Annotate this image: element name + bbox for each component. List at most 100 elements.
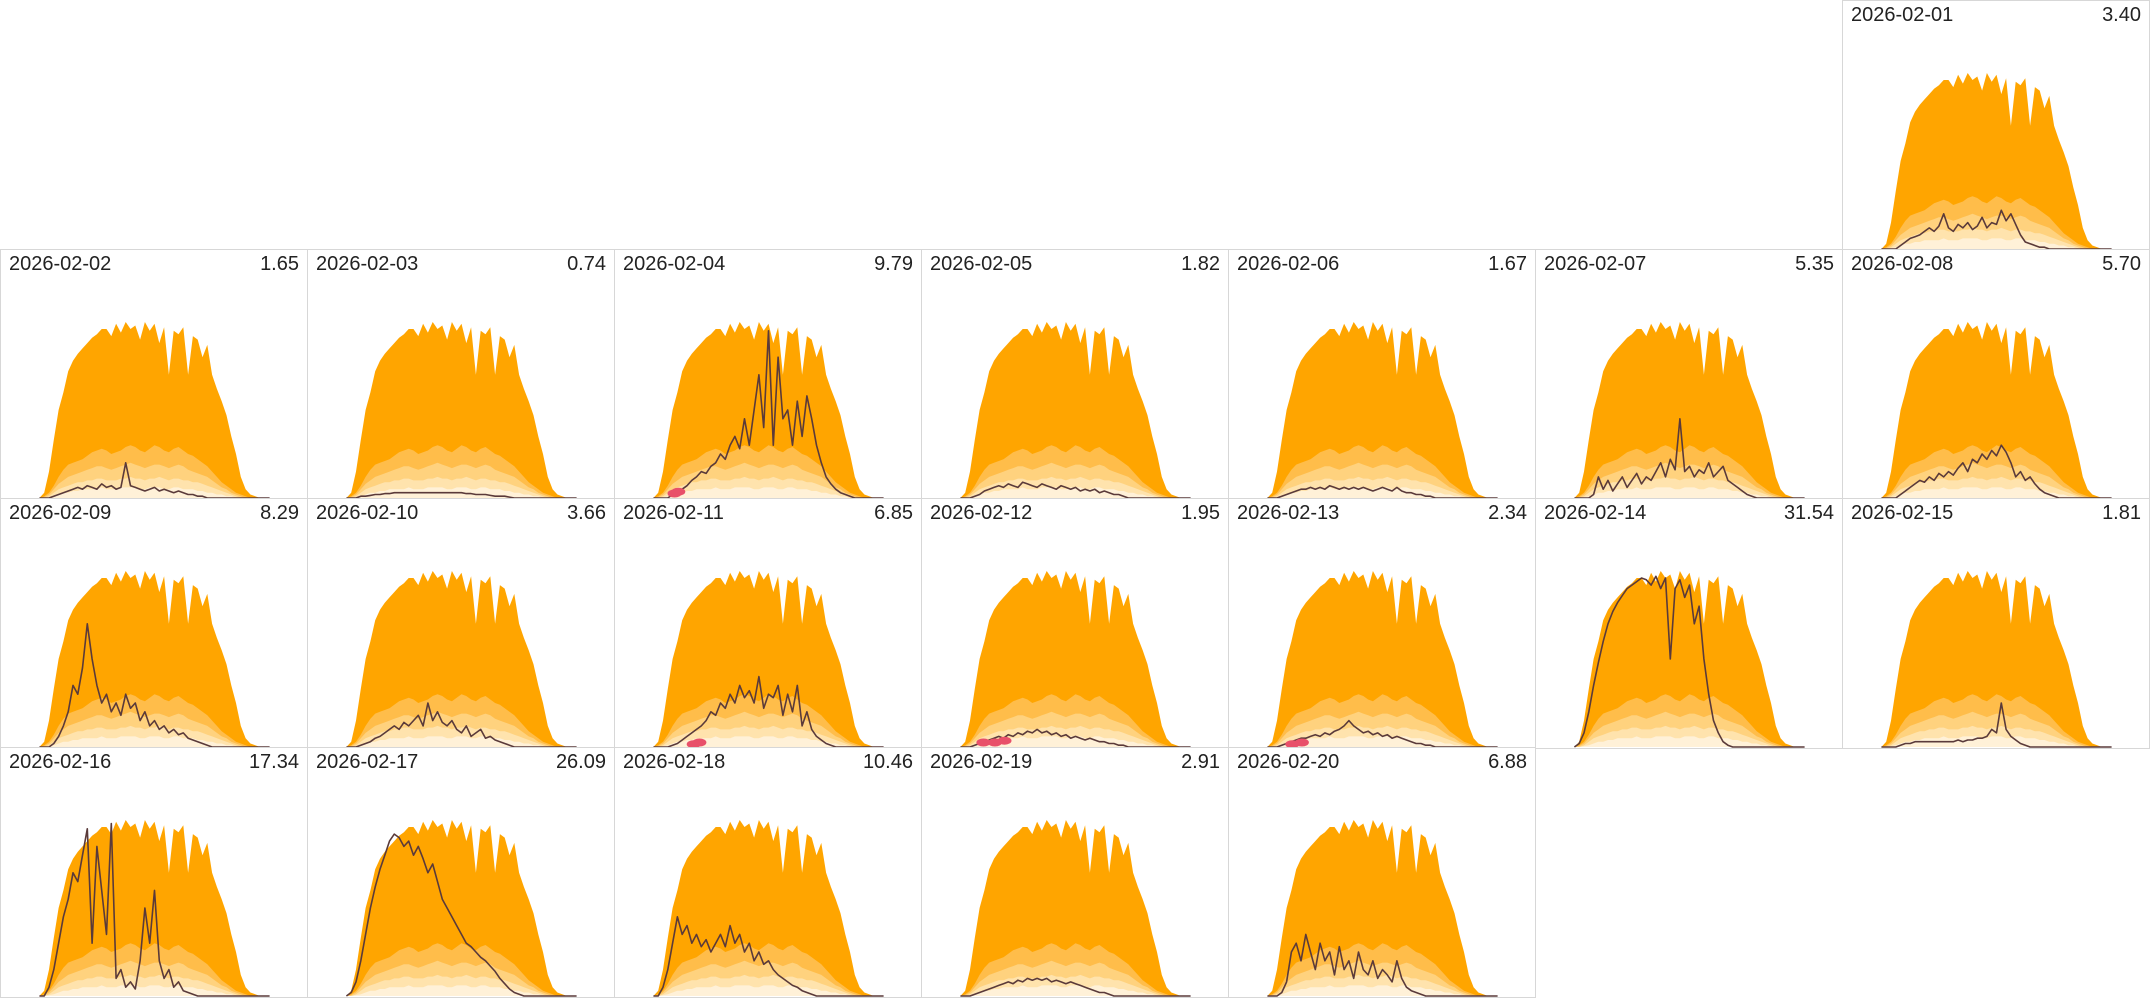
day-total-value: 1.81 <box>2102 502 2141 524</box>
percentile-band-4 <box>1574 487 1805 498</box>
day-date-label: 2026-02-16 <box>9 751 112 773</box>
actual-power-line <box>1881 702 2112 748</box>
actual-power-line <box>1267 933 1498 997</box>
day-cell: 2026-02-01 3.40 <box>1842 0 2150 251</box>
percentile-band-4 <box>960 736 1191 747</box>
day-date-label: 2026-02-02 <box>9 253 112 275</box>
day-chart <box>1573 571 1805 748</box>
day-total-value: 2.34 <box>1488 502 1527 524</box>
day-cell: 2026-02-18 10.46 <box>614 747 922 998</box>
percentile-band-4 <box>346 736 577 747</box>
event-marker <box>1294 738 1309 747</box>
day-total-value: 1.82 <box>1181 253 1220 275</box>
day-chart <box>346 571 577 748</box>
day-chart <box>1267 322 1498 499</box>
day-date-label: 2026-02-07 <box>1544 253 1647 275</box>
percentile-band-4 <box>1881 736 2112 747</box>
percentile-band-4 <box>1267 985 1498 996</box>
day-cell: 2026-02-08 5.70 <box>1842 249 2150 500</box>
day-cell: 2026-02-15 1.81 <box>1842 498 2150 749</box>
day-total-value: 10.46 <box>862 751 913 773</box>
day-total-value: 1.95 <box>1181 502 1220 524</box>
actual-power-line <box>39 822 270 997</box>
day-total-value: 0.74 <box>567 253 606 275</box>
day-total-value: 5.70 <box>2102 253 2141 275</box>
day-chart <box>39 820 270 997</box>
day-date-label: 2026-02-13 <box>1237 502 1340 524</box>
day-date-label: 2026-02-14 <box>1544 502 1647 524</box>
percentile-band-4 <box>1267 736 1498 747</box>
day-date-label: 2026-02-01 <box>1851 4 1954 26</box>
day-date-label: 2026-02-08 <box>1851 253 1954 275</box>
day-cell: 2026-02-14 31.54 <box>1535 498 1843 749</box>
percentile-band-4 <box>653 985 884 996</box>
day-cell: 2026-02-06 1.67 <box>1228 249 1536 500</box>
day-total-value: 31.54 <box>1783 502 1834 524</box>
day-date-label: 2026-02-11 <box>623 502 724 524</box>
day-date-label: 2026-02-03 <box>316 253 419 275</box>
day-chart <box>1881 322 2112 499</box>
day-chart <box>345 820 577 997</box>
day-chart <box>1881 571 2112 748</box>
actual-power-line <box>653 916 884 997</box>
day-chart <box>1881 73 2112 250</box>
day-cell: 2026-02-05 1.82 <box>921 249 1229 500</box>
day-date-label: 2026-02-15 <box>1851 502 1954 524</box>
percentile-band-4 <box>1881 238 2112 249</box>
day-chart <box>1574 322 1805 499</box>
percentile-band-4 <box>39 985 270 996</box>
day-total-value: 17.34 <box>248 751 299 773</box>
day-total-value: 9.79 <box>874 253 913 275</box>
day-cell: 2026-02-09 8.29 <box>0 498 308 749</box>
day-cell: 2026-02-11 6.85 <box>614 498 922 749</box>
day-chart <box>653 322 884 499</box>
day-cell: 2026-02-04 9.79 <box>614 249 922 500</box>
day-date-label: 2026-02-19 <box>930 751 1033 773</box>
day-chart <box>1267 571 1498 748</box>
day-date-label: 2026-02-10 <box>316 502 419 524</box>
day-date-label: 2026-02-20 <box>1237 751 1340 773</box>
day-chart <box>653 571 884 748</box>
actual-power-line <box>1573 575 1805 748</box>
day-cell: 2026-02-07 5.35 <box>1535 249 1843 500</box>
day-chart <box>39 322 270 499</box>
day-total-value: 6.88 <box>1488 751 1527 773</box>
day-chart <box>960 571 1191 748</box>
actual-power-line <box>960 977 1191 997</box>
day-total-value: 6.85 <box>874 502 913 524</box>
day-cell: 2026-02-13 2.34 <box>1228 498 1536 749</box>
day-total-value: 1.65 <box>260 253 299 275</box>
actual-power-line <box>653 330 884 499</box>
day-cell: 2026-02-19 2.91 <box>921 747 1229 998</box>
day-date-label: 2026-02-04 <box>623 253 726 275</box>
day-total-value: 5.35 <box>1795 253 1834 275</box>
percentile-band-4 <box>653 736 884 747</box>
percentile-band-4 <box>653 487 884 498</box>
day-cell: 2026-02-03 0.74 <box>307 249 615 500</box>
day-date-label: 2026-02-05 <box>930 253 1033 275</box>
day-total-value: 3.66 <box>567 502 606 524</box>
percentile-band-4 <box>960 487 1191 498</box>
day-cell: 2026-02-20 6.88 <box>1228 747 1536 998</box>
percentile-band-4 <box>39 736 270 747</box>
percentile-band-4 <box>960 985 1191 996</box>
day-cell: 2026-02-12 1.95 <box>921 498 1229 749</box>
day-cell: 2026-02-17 26.09 <box>307 747 615 998</box>
day-total-value: 1.67 <box>1488 253 1527 275</box>
day-chart <box>653 820 884 997</box>
day-chart <box>960 820 1191 997</box>
day-total-value: 26.09 <box>555 751 606 773</box>
day-chart <box>39 571 270 748</box>
day-date-label: 2026-02-09 <box>9 502 112 524</box>
event-marker <box>976 738 991 747</box>
day-cell: 2026-02-16 17.34 <box>0 747 308 998</box>
event-marker <box>692 738 707 747</box>
day-cell: 2026-02-02 1.65 <box>0 249 308 500</box>
percentile-band-4 <box>1574 736 1805 747</box>
day-cell: 2026-02-10 3.66 <box>307 498 615 749</box>
day-total-value: 2.91 <box>1181 751 1220 773</box>
day-date-label: 2026-02-17 <box>316 751 419 773</box>
event-marker <box>997 736 1012 745</box>
percentile-band-4 <box>39 487 270 498</box>
